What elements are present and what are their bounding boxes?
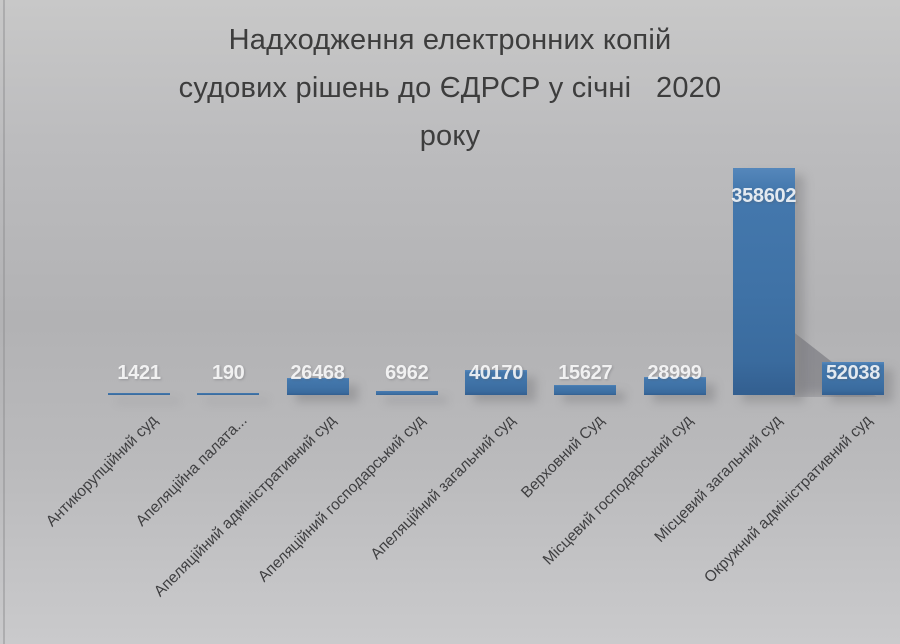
- chart-title-line-1: Надходження електронних копій: [228, 24, 672, 56]
- chart-title-line-3: року: [419, 120, 481, 152]
- bar-value-label-3: 6962: [385, 362, 429, 384]
- category-label-4: Апеляційний загальний суд: [367, 412, 519, 563]
- bar-6: [643, 377, 706, 395]
- category-label-8: Окружний адміністративний суд: [700, 412, 876, 587]
- bar-value-label-8: 52038: [825, 362, 881, 384]
- bar-value-label-6: 28999: [647, 362, 702, 384]
- bar-8: [822, 362, 884, 395]
- category-label-5: Верховний Суд: [517, 412, 608, 502]
- category-label-3: Апеляційний господарський суд: [255, 412, 429, 586]
- slide-left-edge-line: [3, 0, 5, 644]
- bar-value-label-1: 190: [212, 362, 245, 384]
- bar-0: [108, 393, 170, 395]
- bar-5: [554, 385, 617, 395]
- chart-title: Надходження електронних копій судових рі…: [0, 16, 900, 160]
- category-label-2: Апеляційний адміністративний суд: [151, 412, 340, 601]
- bar-value-label-4: 40170: [468, 362, 524, 384]
- bar-4: [465, 370, 527, 395]
- bar-value-label-2: 26468: [290, 362, 345, 384]
- chart-title-line-2: судових рішень до ЄДРСР у січні 2020: [178, 72, 722, 104]
- category-label-6: Місцевий господарський суд: [540, 412, 697, 569]
- bar-1: [197, 393, 260, 395]
- bar-2: [286, 378, 349, 395]
- bar-value-label-7: 358602: [731, 185, 797, 207]
- bar-7: [732, 168, 795, 395]
- bar-3: [375, 391, 438, 395]
- bar-value-label-5: 15627: [558, 362, 613, 384]
- bar-value-label-0: 1421: [117, 362, 161, 384]
